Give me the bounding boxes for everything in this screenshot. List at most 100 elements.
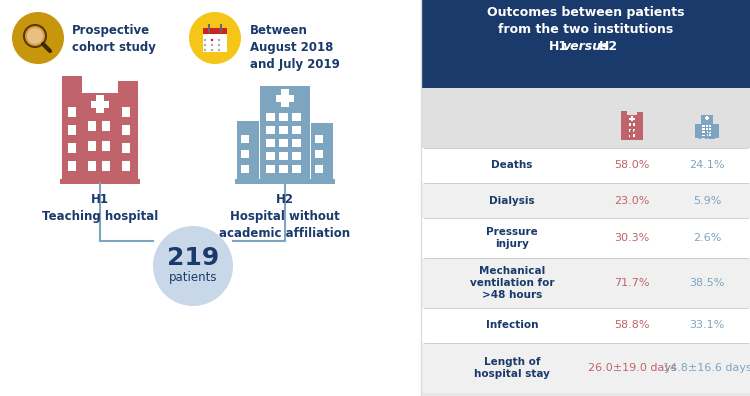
FancyBboxPatch shape <box>632 129 634 131</box>
Circle shape <box>204 49 206 51</box>
FancyBboxPatch shape <box>237 121 259 181</box>
FancyBboxPatch shape <box>68 143 76 153</box>
FancyBboxPatch shape <box>118 81 138 181</box>
FancyBboxPatch shape <box>706 134 708 136</box>
FancyBboxPatch shape <box>276 95 294 102</box>
FancyBboxPatch shape <box>709 131 711 133</box>
Text: 219: 219 <box>166 246 219 270</box>
FancyBboxPatch shape <box>122 125 130 135</box>
FancyBboxPatch shape <box>102 121 110 131</box>
FancyBboxPatch shape <box>422 258 750 308</box>
FancyBboxPatch shape <box>235 179 335 184</box>
FancyBboxPatch shape <box>422 0 750 88</box>
Text: 2.6%: 2.6% <box>693 233 722 243</box>
FancyBboxPatch shape <box>422 343 750 393</box>
Circle shape <box>24 25 46 47</box>
FancyBboxPatch shape <box>279 126 288 134</box>
Circle shape <box>211 44 213 46</box>
FancyBboxPatch shape <box>627 115 637 140</box>
FancyBboxPatch shape <box>279 152 288 160</box>
Circle shape <box>211 39 213 41</box>
FancyBboxPatch shape <box>706 125 708 127</box>
Text: 26.0±19.0 days: 26.0±19.0 days <box>588 363 676 373</box>
FancyBboxPatch shape <box>422 88 750 396</box>
FancyBboxPatch shape <box>88 121 96 131</box>
FancyBboxPatch shape <box>422 308 750 343</box>
FancyBboxPatch shape <box>266 165 275 173</box>
Text: H2: H2 <box>598 40 617 53</box>
FancyBboxPatch shape <box>292 113 301 121</box>
Circle shape <box>211 39 213 41</box>
FancyBboxPatch shape <box>122 161 130 171</box>
FancyBboxPatch shape <box>315 150 323 158</box>
FancyBboxPatch shape <box>422 218 750 258</box>
FancyBboxPatch shape <box>260 86 310 181</box>
FancyBboxPatch shape <box>91 101 109 108</box>
FancyBboxPatch shape <box>703 125 704 127</box>
FancyBboxPatch shape <box>279 113 288 121</box>
FancyBboxPatch shape <box>628 123 631 126</box>
FancyBboxPatch shape <box>311 123 333 181</box>
FancyBboxPatch shape <box>82 93 118 181</box>
FancyBboxPatch shape <box>632 134 634 137</box>
FancyBboxPatch shape <box>703 134 704 136</box>
FancyBboxPatch shape <box>266 113 275 121</box>
FancyBboxPatch shape <box>629 118 634 120</box>
Text: H2
Hospital without
academic affiliation: H2 Hospital without academic affiliation <box>220 193 350 240</box>
FancyBboxPatch shape <box>292 126 301 134</box>
FancyBboxPatch shape <box>695 124 700 138</box>
FancyBboxPatch shape <box>709 125 711 127</box>
Text: H1: H1 <box>548 40 568 53</box>
FancyBboxPatch shape <box>703 131 704 133</box>
FancyBboxPatch shape <box>88 141 96 151</box>
FancyBboxPatch shape <box>266 152 275 160</box>
Text: 5.9%: 5.9% <box>693 196 722 206</box>
Circle shape <box>204 39 206 41</box>
Circle shape <box>27 28 43 44</box>
FancyBboxPatch shape <box>68 125 76 135</box>
FancyBboxPatch shape <box>621 118 643 140</box>
FancyBboxPatch shape <box>292 152 301 160</box>
Text: Outcomes between patients
from the two institutions: Outcomes between patients from the two i… <box>488 6 685 36</box>
FancyBboxPatch shape <box>621 110 627 140</box>
FancyBboxPatch shape <box>628 134 631 137</box>
FancyBboxPatch shape <box>292 165 301 173</box>
Circle shape <box>153 226 233 306</box>
FancyBboxPatch shape <box>628 129 631 131</box>
FancyBboxPatch shape <box>122 143 130 153</box>
FancyBboxPatch shape <box>279 165 288 173</box>
FancyBboxPatch shape <box>632 123 634 126</box>
Text: H2: H2 <box>698 129 716 142</box>
Circle shape <box>189 12 241 64</box>
FancyBboxPatch shape <box>631 116 633 121</box>
FancyBboxPatch shape <box>713 124 718 138</box>
FancyBboxPatch shape <box>62 101 138 181</box>
Circle shape <box>217 49 220 51</box>
Text: 33.1%: 33.1% <box>689 320 724 331</box>
Text: 30.3%: 30.3% <box>614 233 650 243</box>
Text: 58.8%: 58.8% <box>614 320 650 331</box>
FancyBboxPatch shape <box>422 183 750 218</box>
FancyBboxPatch shape <box>701 115 713 138</box>
Text: Deaths: Deaths <box>491 160 532 171</box>
FancyBboxPatch shape <box>703 128 704 130</box>
FancyBboxPatch shape <box>266 139 275 147</box>
FancyBboxPatch shape <box>60 179 140 184</box>
FancyBboxPatch shape <box>315 165 323 173</box>
FancyBboxPatch shape <box>102 141 110 151</box>
Text: H1: H1 <box>622 129 641 142</box>
FancyBboxPatch shape <box>241 135 249 143</box>
FancyBboxPatch shape <box>122 107 130 117</box>
FancyBboxPatch shape <box>62 76 82 181</box>
FancyBboxPatch shape <box>281 89 289 107</box>
FancyBboxPatch shape <box>102 161 110 171</box>
Circle shape <box>204 44 206 46</box>
Text: Pressure
injury: Pressure injury <box>486 227 538 249</box>
Text: Dialysis: Dialysis <box>489 196 535 206</box>
FancyBboxPatch shape <box>279 139 288 147</box>
FancyBboxPatch shape <box>88 161 96 171</box>
FancyBboxPatch shape <box>292 139 301 147</box>
Text: versus: versus <box>562 40 609 53</box>
Text: Infection: Infection <box>486 320 538 331</box>
Text: 23.0%: 23.0% <box>614 196 650 206</box>
